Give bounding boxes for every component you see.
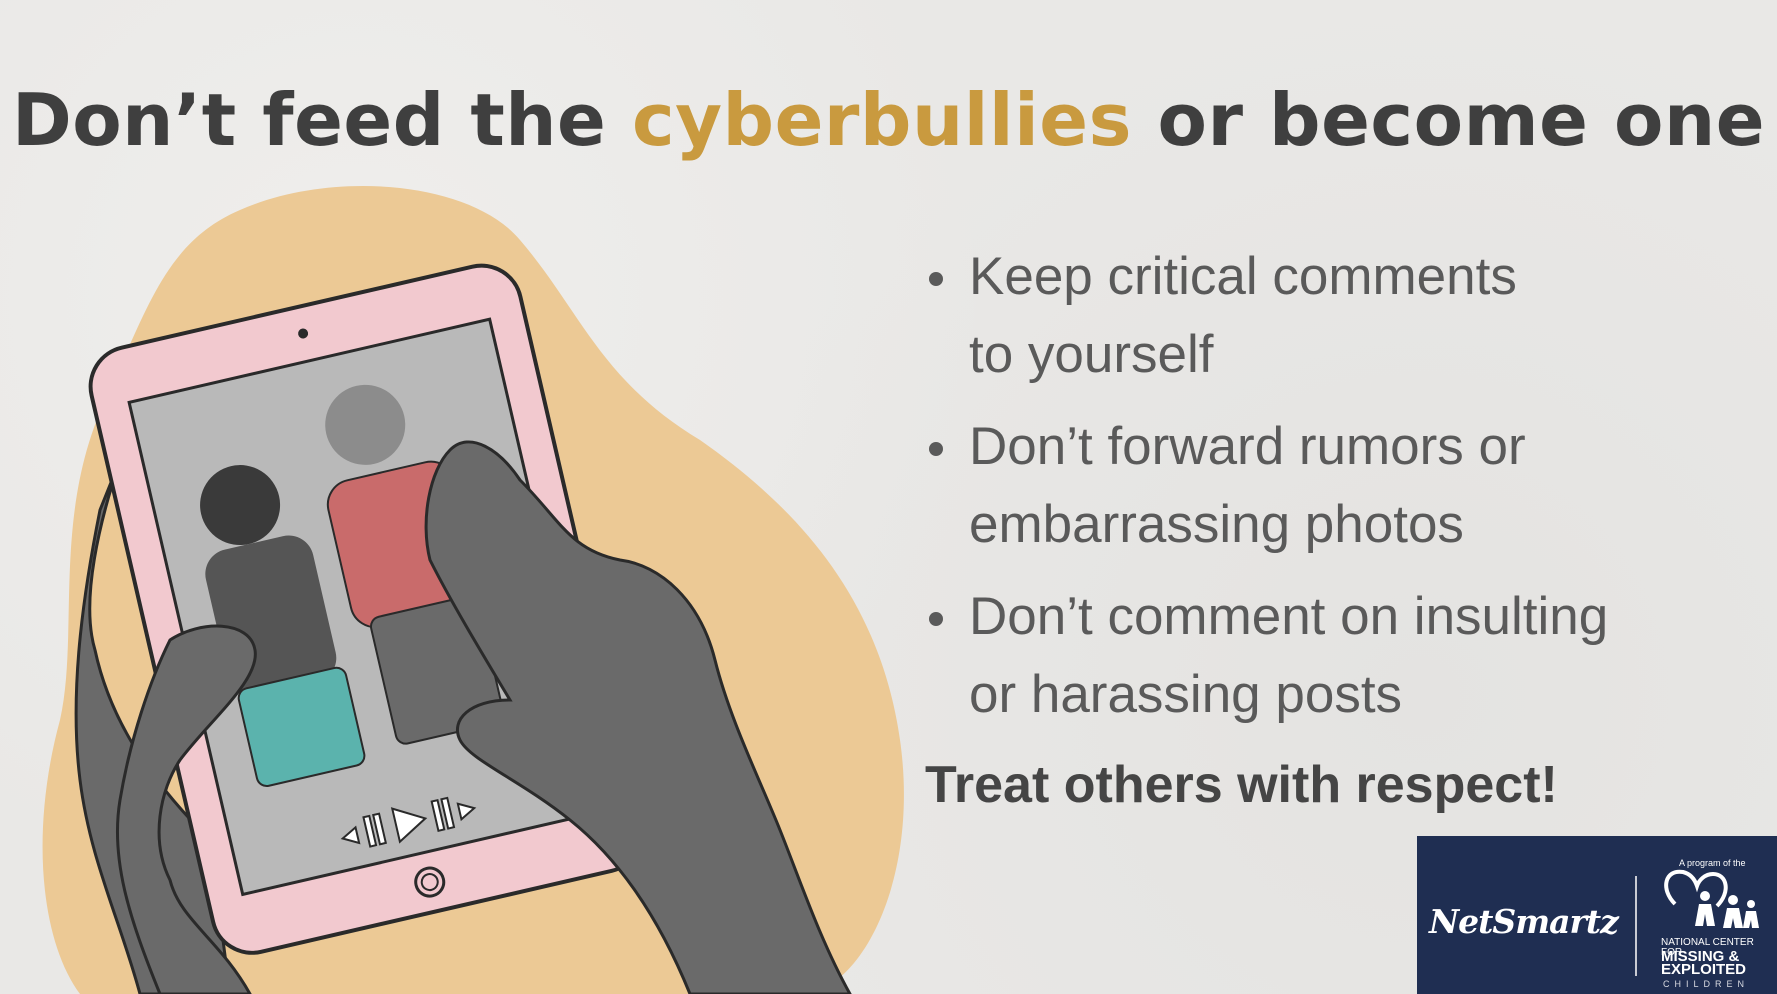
org-line-1: NATIONAL CENTER FOR (1661, 937, 1754, 958)
bullet-line: embarrassing photos (969, 495, 1464, 554)
tablet-illustration (42, 186, 904, 994)
org-line-4: CHILDREN (1663, 979, 1750, 989)
closing-statement: Treat others with respect! (925, 756, 1558, 814)
left-hand (74, 459, 232, 994)
play-control-icon (340, 796, 477, 848)
program-of-label: A program of the (1679, 858, 1746, 868)
bullet-line: to yourself (969, 325, 1214, 384)
netsmartz-brand: NetSmartz (1429, 902, 1619, 941)
org-line-3: EXPLOITED (1661, 961, 1747, 978)
logo-divider (1635, 876, 1637, 976)
org-line-2: MISSING & (1661, 948, 1740, 965)
bullet-dot-icon (929, 612, 943, 626)
bullet-item: Keep critical comments to yourself (925, 238, 1745, 394)
bullet-line: or harassing posts (969, 665, 1403, 724)
title-part1: Don’t feed the (11, 78, 632, 162)
bullet-line: Don’t forward rumors or (969, 417, 1526, 476)
slide-title: Don’t feed the cyberbullies or become on… (0, 78, 1777, 162)
bullet-dot-icon (929, 272, 943, 286)
bullet-list: Keep critical comments to yourself Don’t … (925, 238, 1745, 748)
title-part2: or become one (1131, 78, 1766, 162)
title-accent: cyberbullies (631, 78, 1132, 162)
bullet-line: Keep critical comments (969, 247, 1517, 306)
bullet-dot-icon (929, 442, 943, 456)
bullet-item: Don’t comment on insulting or harassing p… (925, 578, 1745, 734)
org-line-2-3: MISSING & EXPLOITED (1661, 948, 1747, 978)
heart-family-logo-icon (1664, 869, 1759, 928)
bullet-line: Don’t comment on insulting (969, 587, 1609, 646)
bullet-item: Don’t forward rumors or embarrassing phot… (925, 408, 1745, 564)
home-button-icon (414, 866, 446, 898)
netsmartz-logo: NetSmartz A program of the NATIONAL CENT… (1417, 836, 1777, 994)
